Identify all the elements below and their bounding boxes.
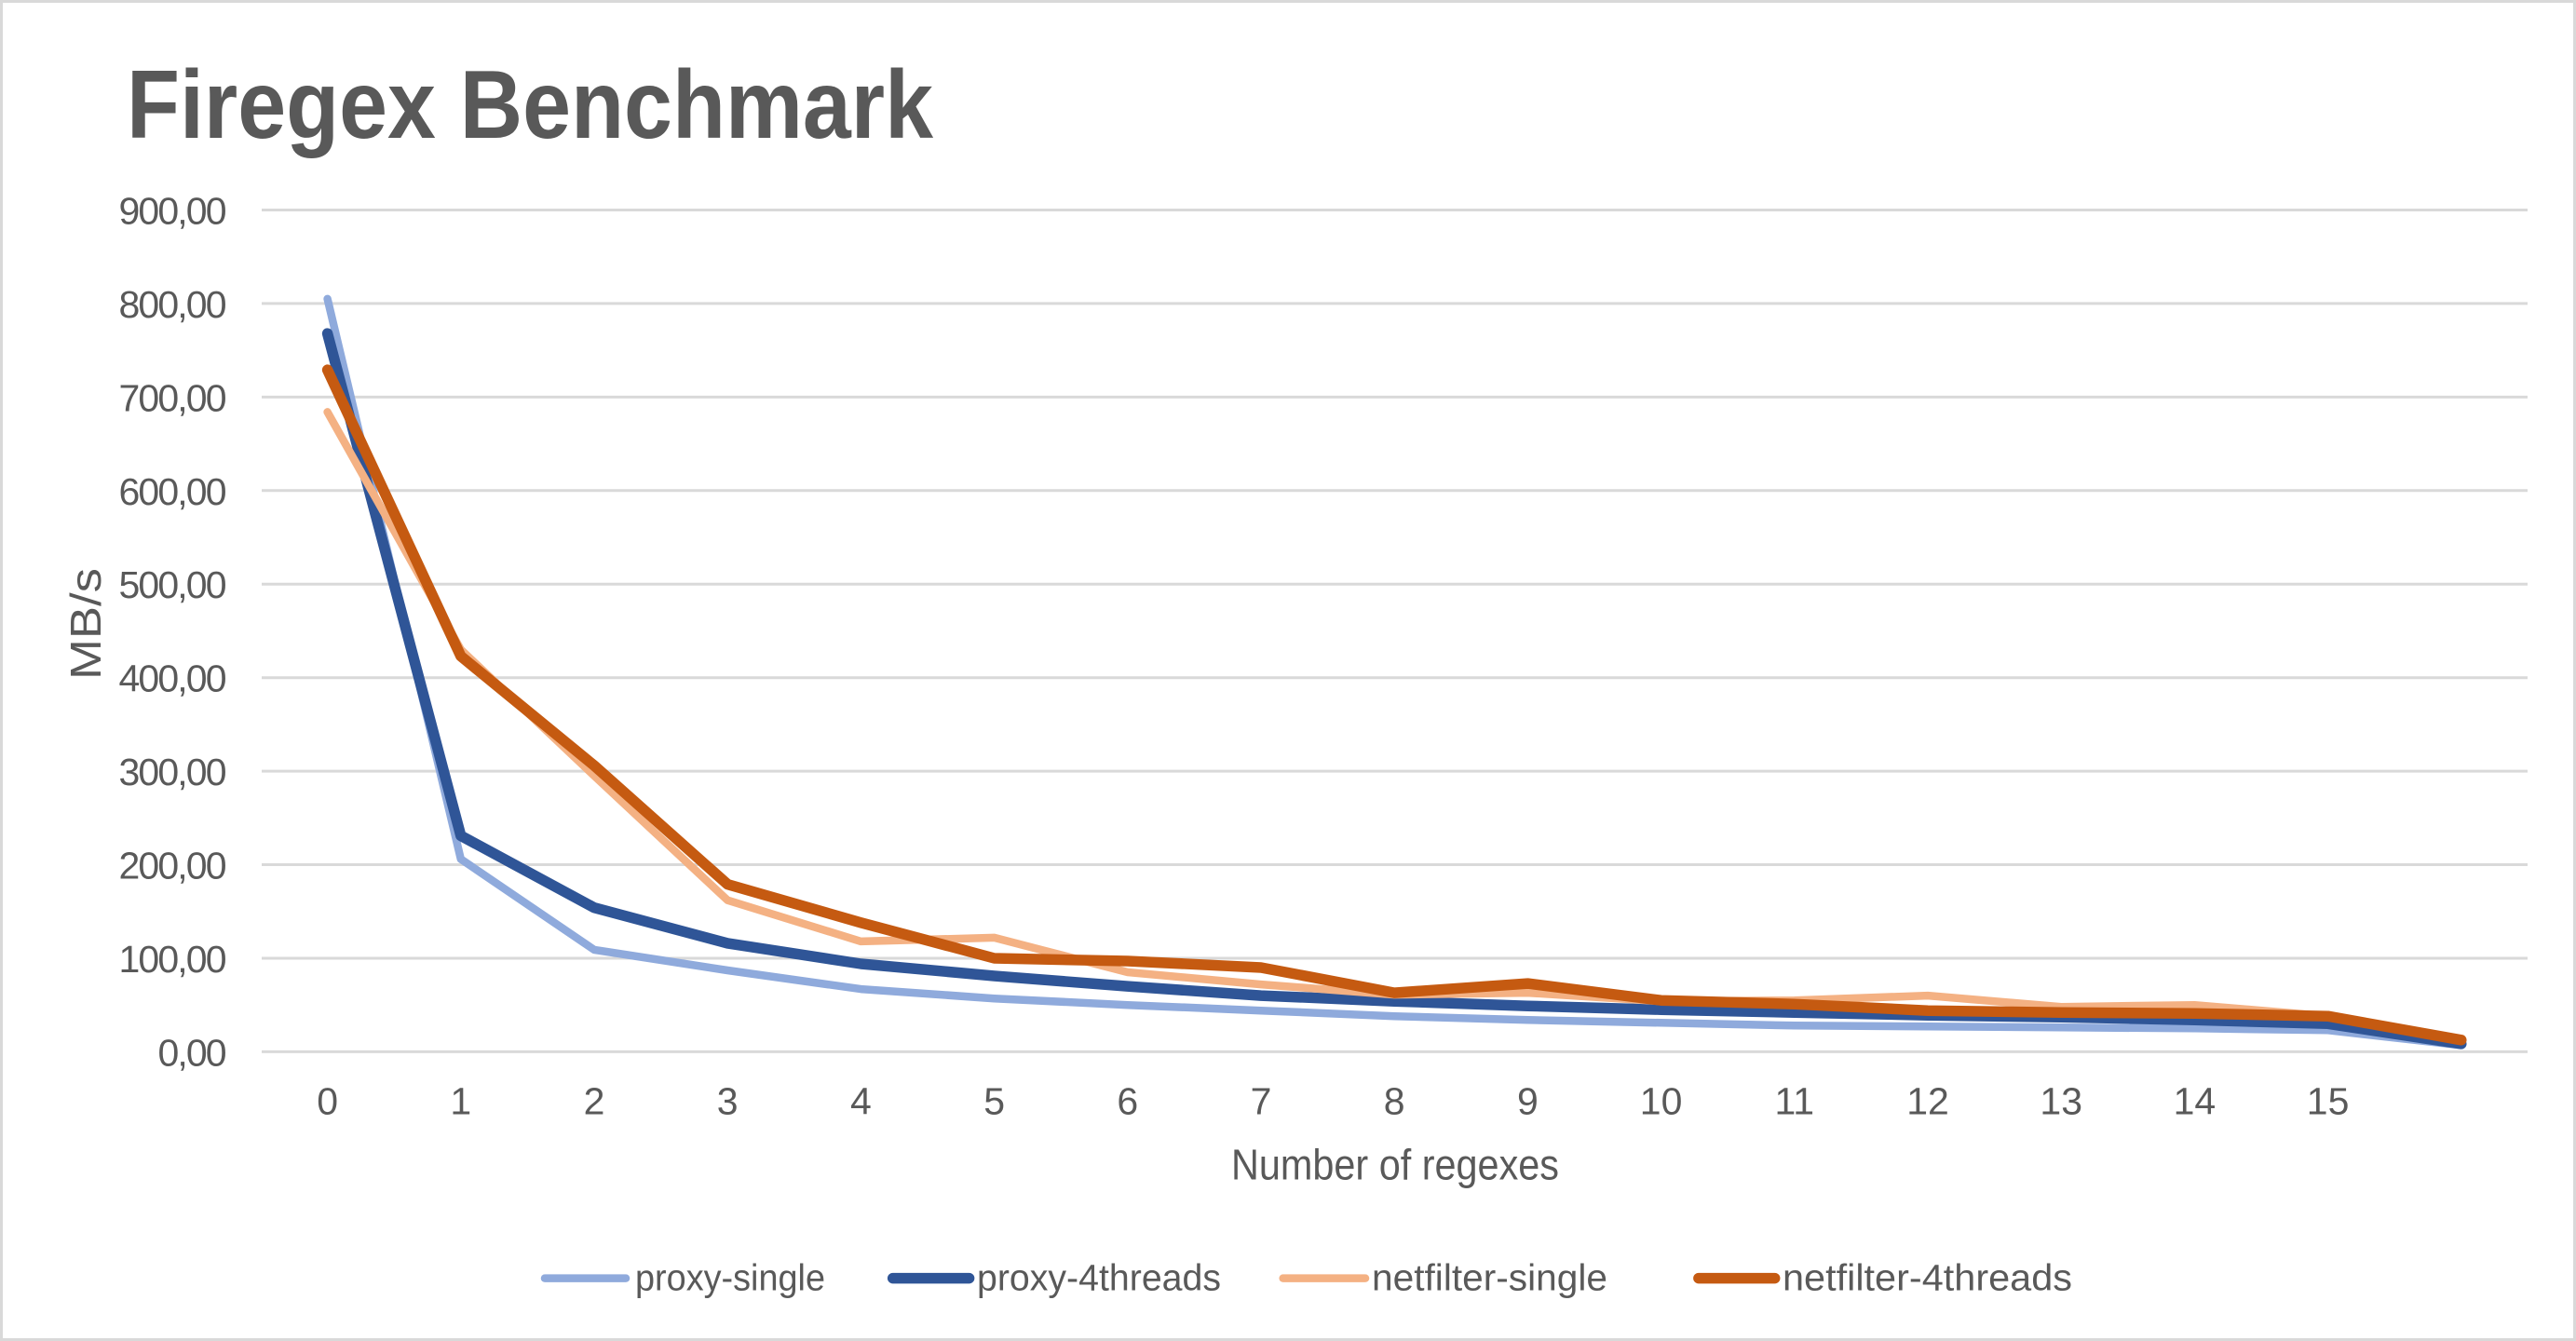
- svg-text:0: 0: [317, 1080, 338, 1123]
- svg-text:9: 9: [1517, 1080, 1539, 1123]
- svg-text:2: 2: [584, 1080, 605, 1123]
- svg-text:Firegex Benchmark: Firegex Benchmark: [127, 50, 933, 158]
- svg-text:200,00: 200,00: [119, 845, 227, 887]
- svg-text:500,00: 500,00: [119, 563, 227, 606]
- svg-text:1: 1: [450, 1080, 471, 1123]
- svg-text:7: 7: [1251, 1080, 1272, 1123]
- svg-text:8: 8: [1384, 1080, 1405, 1123]
- svg-text:Number of regexes: Number of regexes: [1231, 1141, 1559, 1189]
- svg-text:3: 3: [717, 1080, 739, 1123]
- svg-text:4: 4: [850, 1080, 872, 1123]
- svg-text:10: 10: [1640, 1080, 1683, 1123]
- svg-text:11: 11: [1775, 1080, 1815, 1123]
- svg-text:14: 14: [2174, 1080, 2217, 1123]
- svg-text:proxy-4threads: proxy-4threads: [977, 1258, 1221, 1299]
- svg-text:0,00: 0,00: [158, 1031, 227, 1074]
- svg-text:400,00: 400,00: [119, 657, 227, 700]
- svg-text:12: 12: [1906, 1080, 1949, 1123]
- svg-text:5: 5: [983, 1080, 1005, 1123]
- svg-text:800,00: 800,00: [119, 283, 227, 326]
- svg-text:700,00: 700,00: [119, 376, 227, 419]
- svg-text:netfilter-4threads: netfilter-4threads: [1783, 1258, 2072, 1299]
- svg-text:600,00: 600,00: [119, 470, 227, 513]
- svg-text:15: 15: [2307, 1080, 2350, 1123]
- svg-text:netfilter-single: netfilter-single: [1372, 1258, 1607, 1299]
- svg-text:900,00: 900,00: [119, 190, 227, 233]
- svg-text:300,00: 300,00: [119, 751, 227, 793]
- svg-text:MB/s: MB/s: [61, 568, 110, 680]
- svg-text:100,00: 100,00: [119, 938, 227, 981]
- svg-text:proxy-single: proxy-single: [635, 1258, 825, 1299]
- svg-text:6: 6: [1117, 1080, 1138, 1123]
- svg-text:13: 13: [2040, 1080, 2082, 1123]
